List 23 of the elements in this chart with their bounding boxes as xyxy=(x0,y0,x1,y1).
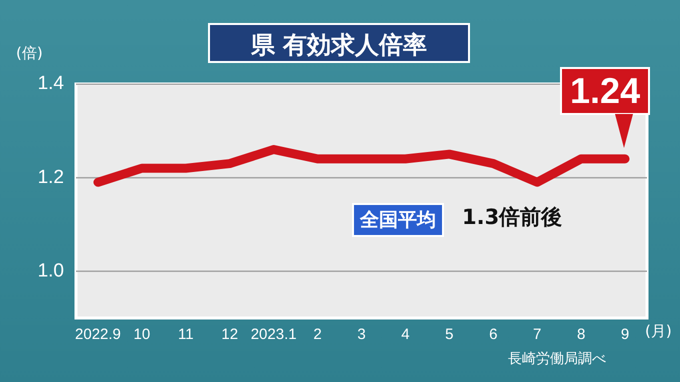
y-tick-label: 1.4 xyxy=(38,73,64,94)
x-tick-label: 9 xyxy=(620,326,630,344)
x-tick-label: 4 xyxy=(401,326,410,344)
annotation: 1.3倍前後 xyxy=(462,204,562,231)
x-tick-label: 2023.1 xyxy=(250,326,297,344)
x-tick-label: 2 xyxy=(313,326,322,344)
text: 長崎労働局調べ xyxy=(508,350,606,368)
x-tick-label: 5 xyxy=(445,326,454,344)
annotation: 全国平均 xyxy=(352,203,444,237)
chart-title: 県 有効求人倍率 xyxy=(208,23,470,63)
data-label: 1.24 xyxy=(560,66,650,115)
y-tick-label: 1.0 xyxy=(38,260,64,282)
x-tick-label: 2022.9 xyxy=(75,326,121,344)
y-axis-title: (倍) xyxy=(16,44,43,63)
x-tick-label: 12 xyxy=(221,326,238,344)
x-tick-label: 11 xyxy=(178,326,194,344)
x-tick-label: 6 xyxy=(489,326,498,344)
x-tick-label: 3 xyxy=(357,326,366,344)
x-tick-label: 8 xyxy=(576,326,586,344)
x-axis-title: (月) xyxy=(645,322,672,341)
x-tick-label: 10 xyxy=(134,326,150,344)
x-tick-label: 7 xyxy=(533,326,542,344)
y-tick-label: 1.2 xyxy=(38,166,64,188)
